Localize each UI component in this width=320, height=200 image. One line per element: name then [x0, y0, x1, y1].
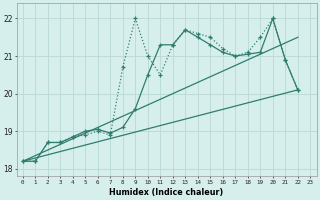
X-axis label: Humidex (Indice chaleur): Humidex (Indice chaleur): [109, 188, 224, 197]
